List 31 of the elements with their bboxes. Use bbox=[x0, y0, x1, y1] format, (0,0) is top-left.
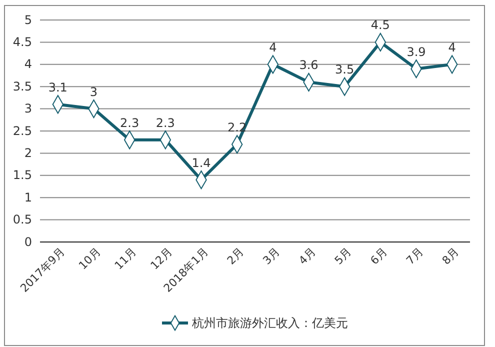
text: 2 bbox=[24, 146, 32, 160]
text: 0 bbox=[24, 234, 32, 249]
text: 3.5 bbox=[12, 79, 32, 94]
x-tick-label: 5月 bbox=[332, 245, 354, 268]
text: 4 bbox=[24, 57, 32, 72]
text: 2.5 bbox=[12, 124, 32, 138]
text: 1.5 bbox=[12, 168, 32, 182]
x-tick-label: 12月 bbox=[148, 245, 175, 272]
text: 5 bbox=[24, 12, 32, 27]
text: 1 bbox=[24, 190, 32, 204]
x-tick-label: 8月 bbox=[440, 245, 462, 268]
data-label: 3.9 bbox=[406, 44, 426, 59]
data-label: 3.5 bbox=[335, 62, 354, 77]
x-tick-label: 3月 bbox=[260, 245, 282, 268]
x-tick-label: 6月 bbox=[368, 245, 390, 268]
text: 0.5 bbox=[12, 212, 32, 227]
legend-label: 杭州市旅游外汇收入：亿美元 bbox=[191, 316, 348, 330]
data-label: 3 bbox=[90, 84, 98, 99]
text: 3 bbox=[24, 102, 32, 116]
x-tick-label: 7月 bbox=[404, 245, 426, 268]
x-tick-label: 11月 bbox=[112, 245, 140, 272]
data-label: 2.3 bbox=[156, 116, 175, 130]
text: 4.5 bbox=[12, 35, 32, 50]
data-label: 4.5 bbox=[370, 18, 390, 32]
x-tick-label: 10月 bbox=[76, 245, 104, 272]
data-label: 2.3 bbox=[120, 116, 140, 130]
data-label: 4 bbox=[269, 40, 277, 54]
x-tick-label: 2月 bbox=[224, 245, 247, 268]
x-tick-label: 4月 bbox=[296, 245, 318, 268]
data-label: 4 bbox=[448, 40, 456, 54]
data-label: 1.4 bbox=[192, 156, 211, 170]
